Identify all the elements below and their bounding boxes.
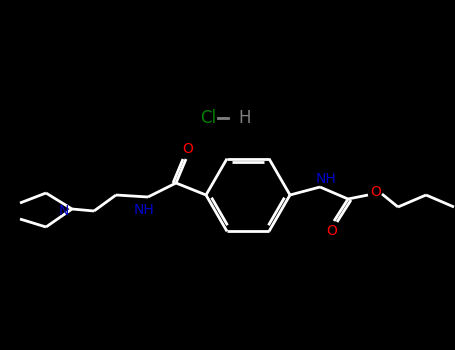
- Text: NH: NH: [316, 172, 336, 186]
- Text: Cl: Cl: [200, 109, 216, 127]
- Text: NH: NH: [134, 203, 154, 217]
- Text: N: N: [59, 204, 69, 218]
- Text: O: O: [370, 185, 381, 199]
- Text: O: O: [182, 142, 193, 156]
- Text: O: O: [327, 224, 338, 238]
- Text: H: H: [238, 109, 251, 127]
